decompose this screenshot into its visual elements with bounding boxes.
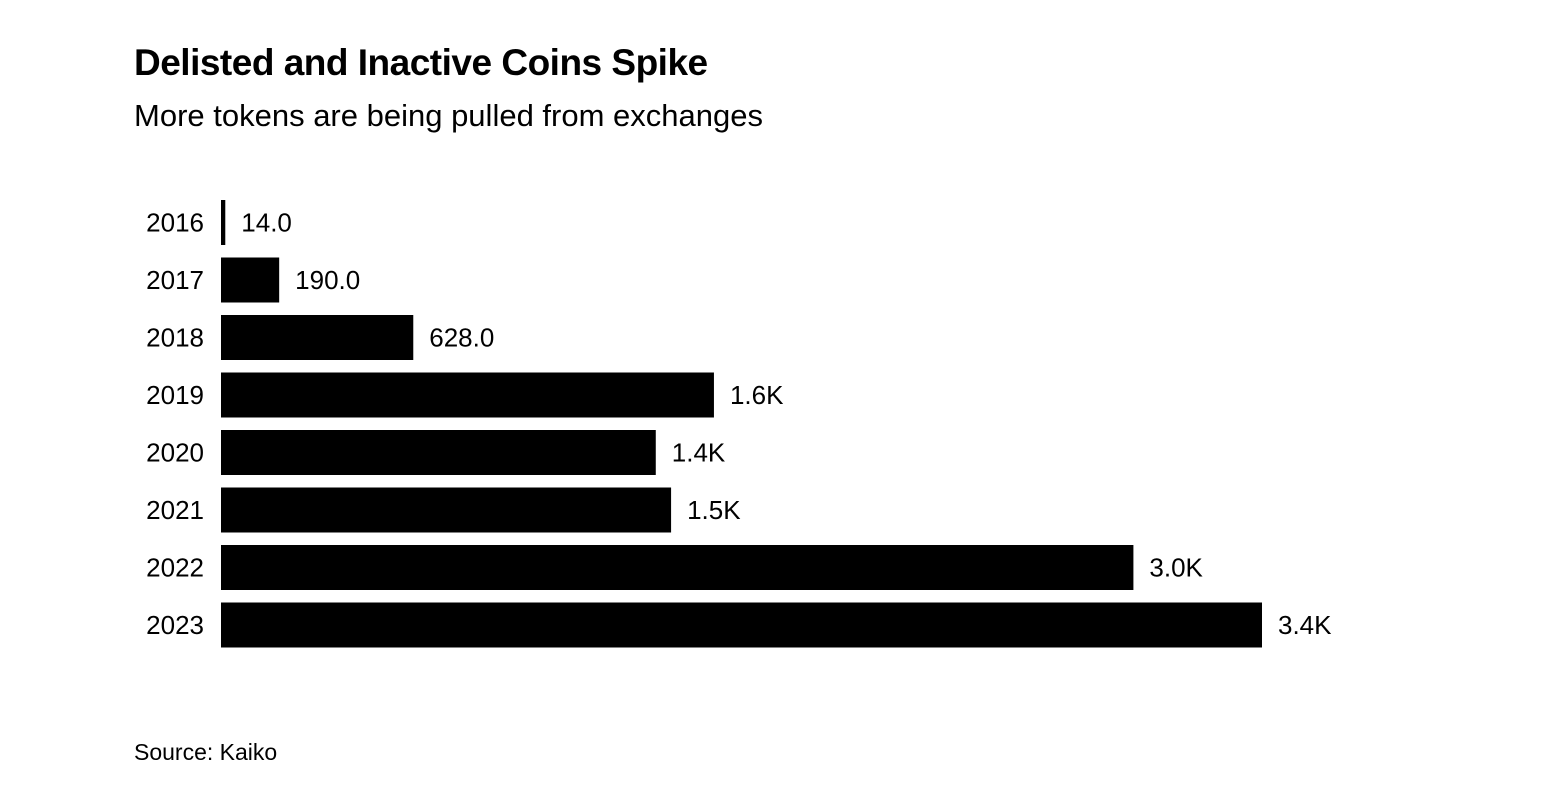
y-tick-label: 2022 [146,553,204,583]
bar-2018 [221,315,414,360]
y-tick-label: 2019 [146,380,204,410]
chart-subtitle: More tokens are being pulled from exchan… [134,98,763,133]
bar-2019 [221,372,714,418]
data-label: 1.6K [730,380,784,410]
data-label: 14.0 [241,208,292,238]
y-tick-label: 2017 [146,265,204,295]
source-note: Source: Kaiko [134,739,278,765]
bar-2017 [221,257,280,303]
data-label: 1.4K [672,438,726,468]
y-tick-label: 2023 [146,610,204,640]
data-label: 628.0 [429,323,494,353]
bar-2023 [221,602,1262,648]
chart-title: Delisted and Inactive Coins Spike [134,42,708,83]
y-tick-label: 2018 [146,323,204,353]
y-tick-label: 2020 [146,438,204,468]
data-label: 190.0 [295,265,360,295]
y-tick-label: 2021 [146,495,204,525]
bar-2016 [221,200,226,245]
data-label: 1.5K [687,495,741,525]
bar-2022 [221,545,1134,590]
data-label: 3.4K [1278,610,1332,640]
bar-2020 [221,430,656,475]
data-label: 3.0K [1149,553,1203,583]
bar-2021 [221,487,672,533]
y-tick-label: 2016 [146,208,204,238]
